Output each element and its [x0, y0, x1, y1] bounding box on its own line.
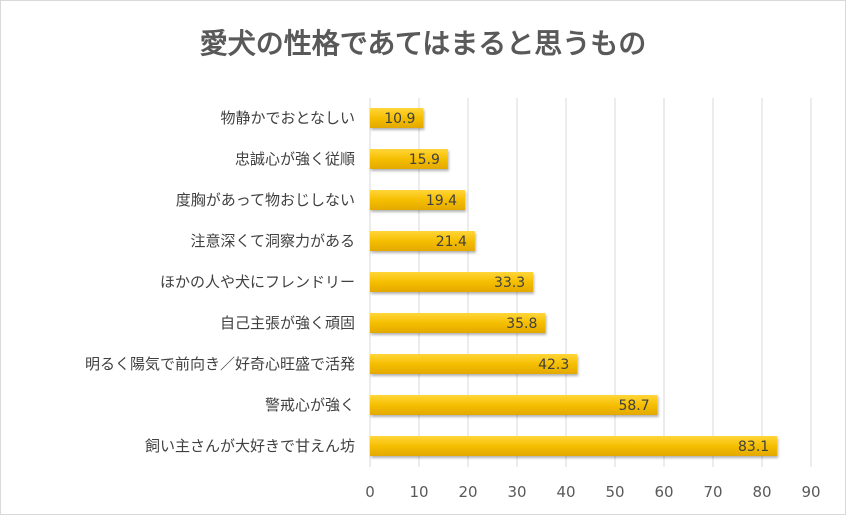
- bar: [370, 149, 448, 169]
- data-label: 15.9: [409, 152, 440, 168]
- x-tick-label: 10: [409, 483, 428, 501]
- category-label: 忠誠心が強く従順: [235, 150, 355, 168]
- bar: [370, 231, 475, 251]
- category-label: 物静かでおとなしい: [220, 109, 355, 127]
- bar: [370, 436, 778, 456]
- category-label: ほかの人や犬にフレンドリー: [160, 273, 355, 291]
- x-tick-label: 70: [703, 483, 722, 501]
- data-label: 10.9: [384, 111, 415, 127]
- x-tick-label: 60: [654, 483, 673, 501]
- bar: [370, 108, 424, 128]
- data-label: 33.3: [494, 275, 525, 291]
- bar: [370, 395, 658, 415]
- x-tick-label: 40: [556, 483, 575, 501]
- category-label: 警戒心が強く: [265, 396, 355, 414]
- chart-title: 愛犬の性格であてはまると思うもの: [199, 27, 647, 60]
- x-tick-label: 20: [458, 483, 477, 501]
- category-label: 飼い主さんが大好きで甘えん坊: [145, 437, 355, 455]
- x-tick-label: 80: [752, 483, 771, 501]
- category-label: 注意深くて洞察力がある: [190, 232, 355, 250]
- data-label: 42.3: [538, 357, 569, 373]
- x-tick-label: 90: [801, 483, 820, 501]
- data-label: 58.7: [618, 398, 649, 414]
- data-label: 21.4: [436, 234, 467, 250]
- bar: [370, 272, 534, 292]
- x-tick-label: 0: [365, 483, 375, 501]
- data-label: 19.4: [426, 193, 457, 209]
- bar: [370, 354, 578, 374]
- data-label: 35.8: [506, 316, 537, 332]
- category-label: 明るく陽気で前向き／好奇心旺盛で活発: [85, 355, 355, 373]
- bar: [370, 190, 466, 210]
- x-tick-label: 50: [605, 483, 624, 501]
- data-label: 83.1: [738, 439, 769, 455]
- bar: [370, 313, 546, 333]
- x-tick-label: 30: [507, 483, 526, 501]
- category-label: 度胸があって物おじしない: [176, 191, 355, 209]
- category-label: 自己主張が強く頑固: [220, 314, 355, 332]
